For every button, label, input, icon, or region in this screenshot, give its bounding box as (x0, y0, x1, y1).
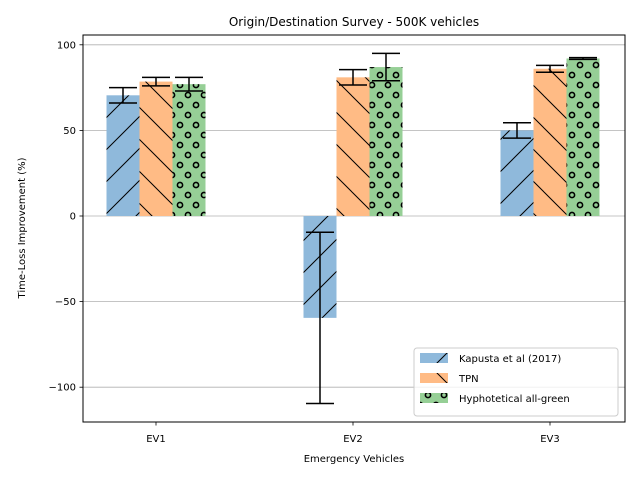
bar-hatch (533, 68, 567, 216)
x-tick-label: EV2 (343, 434, 363, 445)
legend-swatch-hatch (420, 393, 448, 403)
y-tick-label: 100 (57, 40, 76, 51)
legend-frame (413, 347, 619, 417)
bars (106, 58, 600, 318)
legend-label: Hyphotetical all-green (459, 394, 570, 405)
legend-swatch-hatch (420, 373, 448, 383)
bar-hatch (139, 81, 173, 216)
y-tick-label: −100 (49, 383, 76, 394)
legend-swatch-hatch (420, 353, 448, 363)
chart-title: Origin/Destination Survey - 500K vehicle… (229, 15, 479, 29)
legend-label: Kapusta et al (2017) (459, 354, 561, 365)
x-axis-label: Emergency Vehicles (304, 454, 405, 465)
legend-label: TPN (458, 374, 479, 385)
bar-hatch (500, 130, 534, 216)
y-tick-label: 0 (70, 212, 76, 223)
y-axis-label: Time-Loss Improvement (%) (17, 157, 28, 299)
y-tick-label: −50 (55, 297, 76, 308)
bar-hatch (336, 77, 370, 216)
x-tick-label: EV3 (540, 434, 560, 445)
bar-hatch (369, 67, 403, 216)
error-bars (109, 52, 597, 405)
y-tick-label: 50 (63, 126, 76, 137)
bar-hatch (172, 84, 206, 217)
bar-hatch (566, 58, 600, 216)
legend: Kapusta et al (2017) TPN Hyphotetical all-… (413, 347, 619, 417)
x-axis-ticks: EV1 EV2 EV3 (146, 422, 560, 445)
bar-hatch (106, 95, 140, 216)
x-tick-label: EV1 (146, 434, 166, 445)
y-axis-ticks: −100 −50 0 50 100 (49, 40, 83, 394)
plot-area-frame (82, 34, 626, 423)
